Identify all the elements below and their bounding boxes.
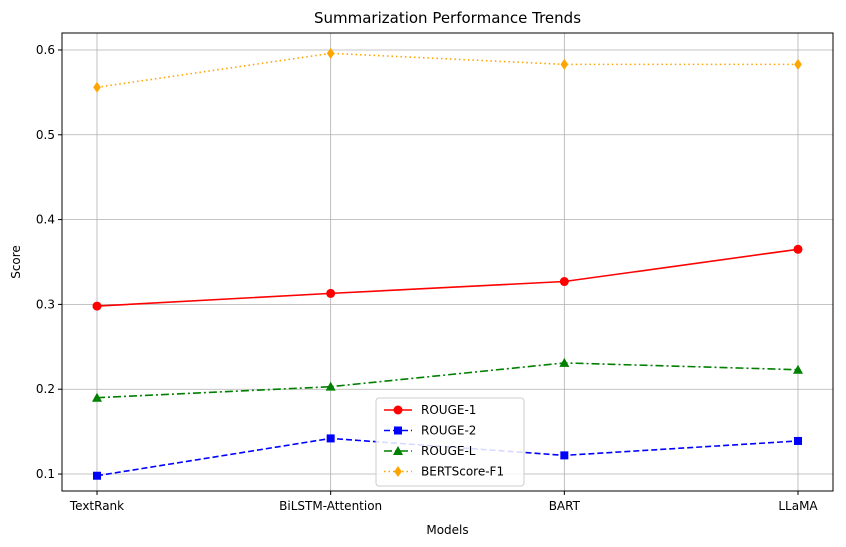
legend-entry: ROUGE-2 bbox=[421, 424, 476, 438]
legend-marker bbox=[393, 405, 403, 415]
data-point bbox=[326, 47, 335, 59]
legend-marker bbox=[393, 446, 403, 455]
data-point bbox=[559, 277, 569, 287]
data-point bbox=[793, 244, 803, 254]
legend-entry: ROUGE-L bbox=[421, 444, 476, 458]
legend: ROUGE-1 ROUGE-2 ROUGE-L BERTScore-F1 bbox=[375, 397, 525, 487]
y-tick-label: 0.1 bbox=[36, 467, 55, 481]
y-tick-label: 0.2 bbox=[36, 382, 55, 396]
x-tick-label: BART bbox=[549, 499, 581, 513]
data-point bbox=[559, 357, 570, 367]
series-line-rouge-1 bbox=[96, 248, 799, 307]
data-point bbox=[92, 301, 102, 311]
data-point bbox=[326, 288, 336, 298]
plot-frame bbox=[61, 32, 834, 492]
legend-entry: ROUGE-1 bbox=[421, 403, 476, 417]
data-point bbox=[793, 364, 803, 374]
grid-lines bbox=[62, 33, 833, 491]
legend-entry: BERTScore-F1 bbox=[421, 465, 504, 479]
data-point bbox=[560, 451, 569, 460]
chart-title: Summarization Performance Trends bbox=[314, 9, 581, 27]
data-point bbox=[326, 434, 335, 443]
y-tick-label: 0.6 bbox=[36, 43, 55, 57]
y-tick-label: 0.4 bbox=[36, 213, 55, 227]
y-axis-label: Score bbox=[9, 245, 23, 279]
legend-marker bbox=[394, 466, 402, 477]
x-axis-ticks: TextRank BiLSTM-Attention BART LLaMA bbox=[69, 491, 818, 513]
legend-marker bbox=[394, 426, 402, 435]
series-line-rouge-l bbox=[96, 362, 799, 399]
x-tick-label: TextRank bbox=[69, 499, 124, 513]
y-tick-label: 0.3 bbox=[36, 297, 55, 311]
data-point bbox=[325, 381, 336, 391]
x-tick-label: BiLSTM-Attention bbox=[279, 499, 382, 513]
data-point bbox=[794, 58, 802, 70]
data-point bbox=[560, 58, 569, 70]
data-point bbox=[93, 471, 101, 480]
data-point bbox=[92, 392, 102, 402]
y-axis-ticks: 0.1 0.2 0.3 0.4 0.5 0.6 bbox=[36, 43, 62, 481]
data-point bbox=[794, 436, 802, 445]
data-point bbox=[93, 81, 101, 93]
y-tick-label: 0.5 bbox=[36, 128, 55, 142]
series-line-bertscore-f1 bbox=[96, 52, 798, 89]
x-tick-label: LLaMA bbox=[778, 499, 818, 513]
series-markers bbox=[92, 47, 803, 480]
x-axis-label: Models bbox=[426, 523, 468, 537]
legend-box bbox=[375, 397, 525, 487]
